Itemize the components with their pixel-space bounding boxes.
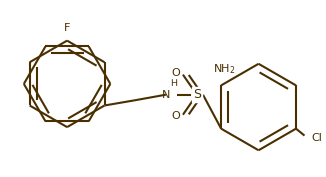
Text: O: O: [171, 68, 180, 78]
Text: O: O: [171, 111, 180, 121]
Text: F: F: [64, 23, 70, 33]
Text: S: S: [193, 88, 201, 101]
Text: Cl: Cl: [311, 133, 322, 143]
Text: H: H: [170, 79, 177, 88]
Text: NH$_2$: NH$_2$: [213, 62, 235, 76]
Text: N: N: [162, 90, 170, 100]
